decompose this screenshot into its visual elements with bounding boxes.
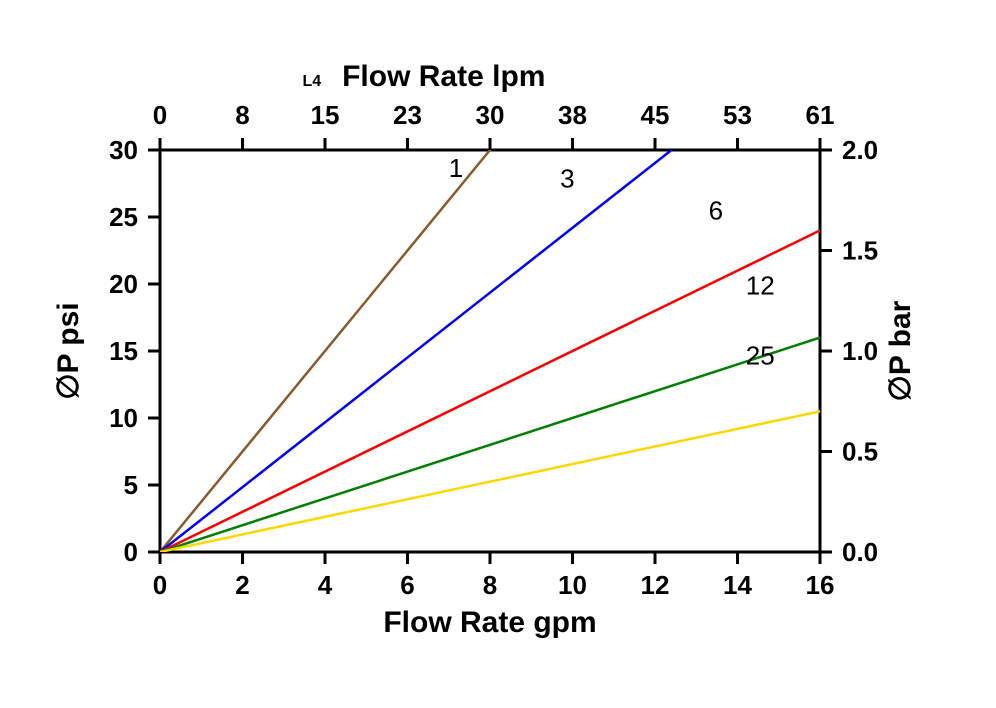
series-line-6 [160,230,820,552]
bottom-tick-label: 16 [806,570,835,600]
left-tick-label: 10 [109,403,138,433]
top-tick-label: 0 [153,100,167,130]
left-tick-label: 15 [109,336,138,366]
top-tick-label: 8 [235,100,249,130]
top-tick-label: 45 [641,100,670,130]
bottom-tick-label: 6 [400,570,414,600]
series-label-12: 12 [746,271,775,301]
right-tick-label: 1.0 [842,336,878,366]
top-axis-prefix: L4 [302,73,321,90]
left-tick-label: 0 [124,537,138,567]
top-tick-label: 15 [311,100,340,130]
bottom-tick-label: 10 [558,570,587,600]
pressure-drop-chart: 0246810121416Flow Rate gpm08152330384553… [0,0,996,708]
bottom-tick-label: 8 [483,570,497,600]
series-label-25: 25 [746,340,775,370]
series-label-6: 6 [709,196,723,226]
bottom-tick-label: 4 [318,570,333,600]
series-label-3: 3 [560,164,574,194]
left-tick-label: 5 [124,470,138,500]
top-tick-label: 61 [806,100,835,130]
series-label-1: 1 [449,153,463,183]
right-tick-label: 2.0 [842,135,878,165]
bottom-axis-title: Flow Rate gpm [383,606,596,639]
left-tick-label: 30 [109,135,138,165]
left-tick-label: 25 [109,202,138,232]
right-tick-label: 0.0 [842,537,878,567]
right-axis-title: ∅P bar [884,300,917,401]
right-tick-label: 0.5 [842,437,878,467]
bottom-tick-label: 14 [723,570,752,600]
top-tick-label: 23 [393,100,422,130]
series-line-3 [160,150,672,552]
top-axis-title: Flow Rate lpm [342,60,545,93]
top-tick-label: 30 [476,100,505,130]
top-tick-label: 38 [558,100,587,130]
bottom-tick-label: 0 [153,570,167,600]
top-tick-label: 53 [723,100,752,130]
series-line-12 [160,338,820,552]
left-tick-label: 20 [109,269,138,299]
right-tick-label: 1.5 [842,236,878,266]
bottom-tick-label: 12 [641,570,670,600]
bottom-tick-label: 2 [235,570,249,600]
left-axis-title: ∅P psi [52,302,85,399]
